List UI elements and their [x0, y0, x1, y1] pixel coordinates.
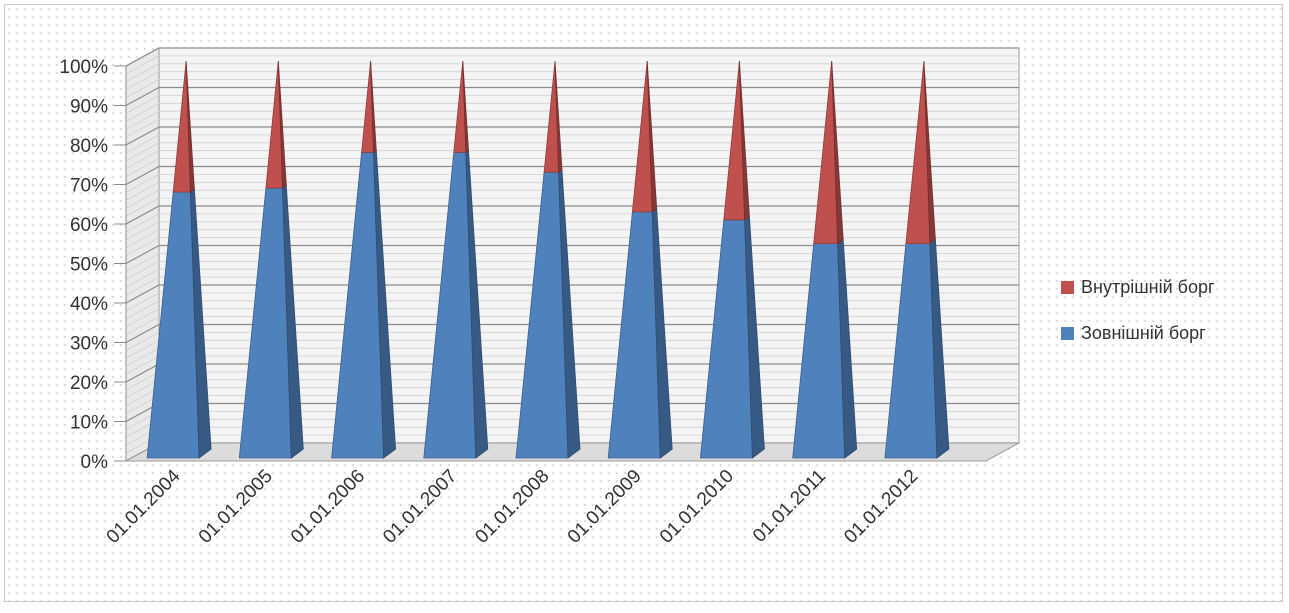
- legend-swatch-external: [1061, 326, 1074, 340]
- y-axis: 0% 10% 20% 30% 40% 50% 60% 70% 80% 90% 100%: [59, 57, 127, 473]
- gridline-minor: [125, 71, 1019, 91]
- bar-internal-side: [185, 60, 195, 193]
- y-tick-label: 90%: [70, 97, 108, 118]
- gridline-minor: [125, 110, 1019, 130]
- pyramid-01.01.2011: [792, 60, 858, 459]
- bar-internal-side: [277, 60, 287, 189]
- x-tick-label: 01.01.2005: [195, 466, 277, 548]
- bar-internal-side: [370, 60, 377, 154]
- y-tick-label: 70%: [70, 176, 108, 197]
- x-tick-label: 01.01.2008: [471, 466, 553, 548]
- y-tick-label: 100%: [59, 57, 108, 78]
- x-axis: 01.01.2004 01.01.2005 01.01.2006 01.01.2007…: [103, 465, 923, 547]
- x-tick-label: 01.01.2012: [840, 466, 922, 548]
- gridline-major: [125, 126, 1019, 146]
- legend-item-internal: Внутрішній борг: [1061, 275, 1215, 299]
- bars: [146, 60, 950, 459]
- x-tick-label: 01.01.2007: [379, 466, 461, 548]
- pyramid-01.01.2009: [607, 60, 673, 459]
- legend-swatch-internal: [1061, 280, 1074, 294]
- gridline-minor: [125, 55, 1019, 75]
- gridline-major: [125, 86, 1019, 107]
- pyramid-01.01.2005: [238, 60, 304, 459]
- legend-item-external: Зовнішній борг: [1061, 321, 1215, 345]
- y-tick-label: 60%: [70, 215, 108, 236]
- gridline-minor: [125, 95, 1019, 114]
- legend-label-external: Зовнішній борг: [1081, 322, 1206, 343]
- y-tick-label: 40%: [70, 294, 108, 315]
- bar-internal-side: [739, 60, 750, 221]
- y-tick-label: 80%: [70, 136, 108, 157]
- y-tick-label: 0%: [81, 452, 109, 473]
- y-tick-label: 20%: [70, 373, 108, 394]
- legend: Внутрішній борг Зовнішній борг: [1061, 275, 1215, 367]
- pyramid-01.01.2008: [515, 60, 581, 459]
- gridline-minor: [125, 102, 1019, 122]
- x-tick-label: 01.01.2006: [287, 466, 369, 548]
- gridline-minor: [125, 63, 1019, 83]
- bar-internal-side: [554, 60, 563, 173]
- chart-plot: 0% 10% 20% 30% 40% 50% 60% 70% 80% 90% 100% 01.01.…: [59, 47, 1020, 548]
- legend-label-internal: Внутрішній борг: [1081, 276, 1215, 297]
- pyramid-01.01.2004: [146, 60, 212, 459]
- chart-area: 0% 10% 20% 30% 40% 50% 60% 70% 80% 90% 100% 01.01.…: [4, 4, 1283, 602]
- bar-internal-side: [646, 60, 658, 213]
- pyramid-01.01.2010: [699, 60, 765, 459]
- x-tick-label: 01.01.2004: [103, 465, 185, 547]
- x-tick-label: 01.01.2009: [564, 466, 646, 548]
- y-tick-label: 10%: [70, 413, 108, 434]
- y-tick-label: 50%: [70, 255, 108, 276]
- x-tick-label: 01.01.2010: [656, 466, 738, 548]
- bar-internal-side: [462, 60, 469, 154]
- pyramid-01.01.2007: [423, 60, 489, 459]
- x-tick-label: 01.01.2011: [749, 466, 830, 547]
- gridline-minor: [125, 79, 1019, 98]
- bar-internal-side: [923, 60, 936, 245]
- gridline-major: [125, 47, 1019, 67]
- pyramid-01.01.2012: [884, 60, 950, 459]
- y-tick-label: 30%: [70, 334, 108, 355]
- gridline-minor: [125, 118, 1019, 138]
- pyramid-01.01.2006: [331, 60, 397, 459]
- bar-internal-side: [831, 60, 844, 245]
